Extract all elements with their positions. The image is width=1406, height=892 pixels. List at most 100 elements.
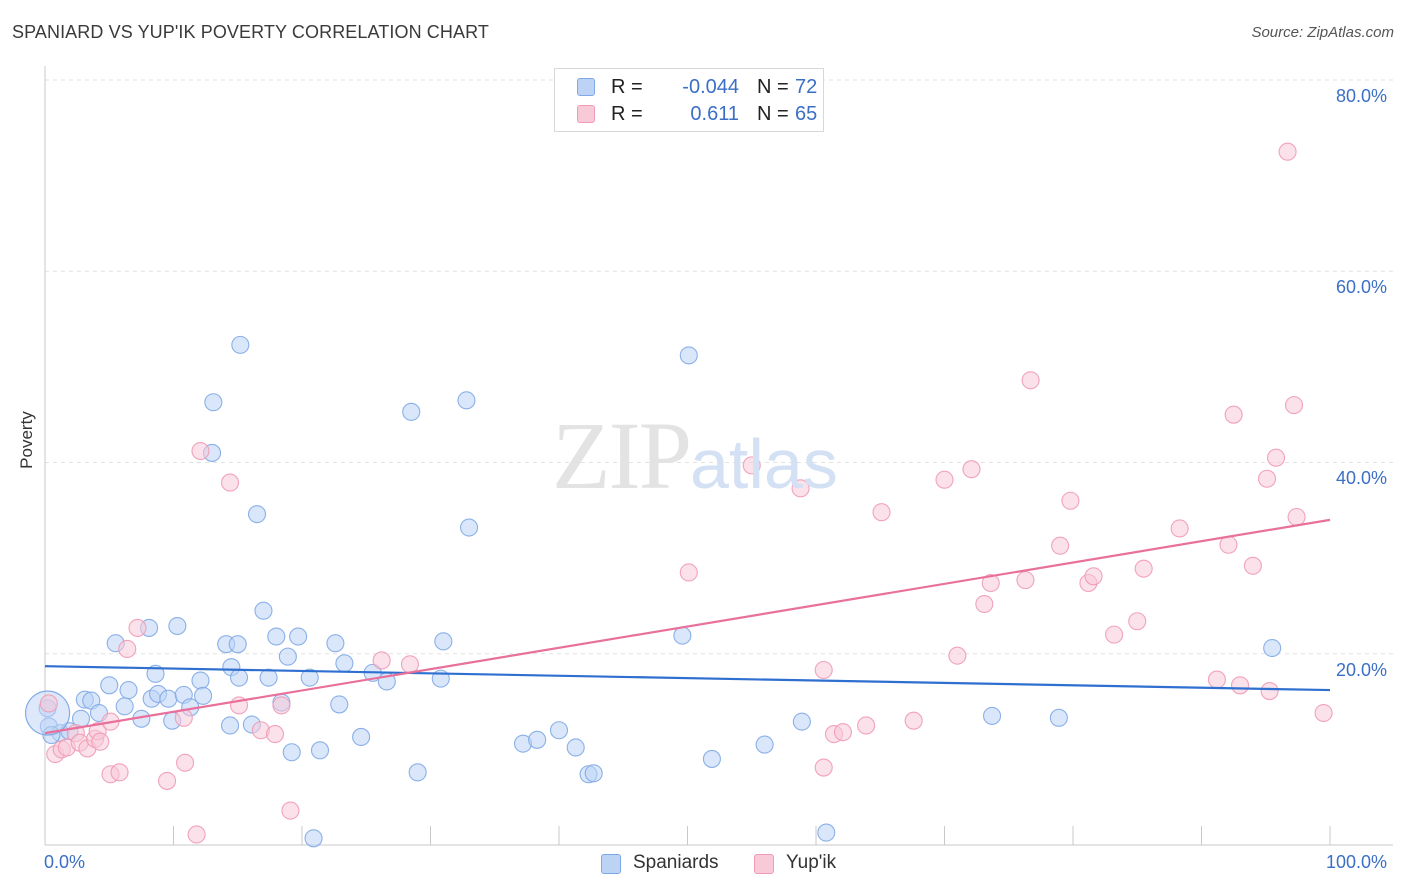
yupik-point <box>400 655 419 674</box>
spaniard-point <box>146 664 165 683</box>
yupik-point <box>128 618 147 637</box>
spaniard-point <box>673 626 692 645</box>
spaniard-point <box>231 335 250 354</box>
spaniard-point <box>528 730 547 749</box>
yupik-point <box>857 716 876 735</box>
yupik-point <box>191 441 210 461</box>
spaniard-point <box>982 706 1002 725</box>
yupik-point <box>1061 491 1080 510</box>
r-value: 0.611 <box>690 103 739 125</box>
spaniard-point <box>566 738 585 757</box>
watermark-atlas: atlas <box>690 425 838 503</box>
yupik-point <box>1314 703 1333 723</box>
yupik-point <box>1128 612 1147 631</box>
yupik-point <box>272 696 291 715</box>
spaniard-point <box>259 668 278 687</box>
r-value: -0.044 <box>682 76 739 98</box>
yupik-point <box>962 460 981 479</box>
spaniard-point <box>457 391 476 410</box>
spaniard-point <box>310 741 330 760</box>
spaniard-point <box>434 632 453 651</box>
spaniard-point <box>267 627 286 646</box>
spaniards-trend-line <box>44 665 1331 692</box>
r-label: R = <box>611 76 643 98</box>
yupik-point <box>281 801 300 820</box>
yupik-point <box>1287 507 1306 527</box>
spaniard-point <box>100 676 119 695</box>
n-label: N = <box>757 76 789 98</box>
watermark: ZIPatlas <box>552 400 838 511</box>
yupik-point <box>872 503 891 522</box>
yupik-point <box>187 825 206 844</box>
spaniard-point <box>755 735 774 754</box>
yupik-point <box>91 732 110 751</box>
spaniard-point <box>300 668 319 687</box>
spaniard-point <box>352 727 371 746</box>
spaniard-point <box>679 346 698 365</box>
spaniards-swatch <box>577 78 595 96</box>
spaniard-point <box>402 402 421 421</box>
spaniard-point <box>282 743 301 762</box>
yupik-point <box>1051 536 1070 555</box>
n-value: 72 <box>795 76 818 98</box>
spaniards-points <box>25 335 1282 848</box>
yupik-point <box>814 660 833 680</box>
yupik-swatch <box>577 105 595 123</box>
spaniard-point <box>115 697 134 716</box>
chart-title: SPANIARD VS YUP'IK POVERTY CORRELATION C… <box>12 22 489 42</box>
spaniard-point <box>289 627 308 646</box>
n-value: 65 <box>795 103 818 125</box>
yupik-point <box>1207 670 1226 689</box>
yupik-point <box>935 470 954 489</box>
yupik-point <box>1243 556 1262 575</box>
yupik-point <box>791 479 810 498</box>
spaniard-point <box>228 635 247 654</box>
y-tick-40: 40.0% <box>1336 468 1388 488</box>
yupik-point <box>742 456 761 475</box>
yupik-point <box>1260 681 1279 701</box>
yupik-point <box>1284 396 1304 415</box>
yupik-point <box>220 473 240 492</box>
y-tick-80: 80.0% <box>1336 86 1388 106</box>
yupik-point <box>372 651 391 670</box>
yupik-trend-line <box>44 518 1331 735</box>
yupik-point <box>1105 625 1124 644</box>
spaniard-point <box>304 829 323 848</box>
yupik-point <box>1257 469 1277 488</box>
watermark-zip: ZIP <box>552 402 692 509</box>
yupik-point <box>1231 676 1250 695</box>
spaniard-point <box>247 505 267 524</box>
spaniard-point <box>191 671 210 690</box>
yupik-legend-label: Yup'ik <box>786 852 837 873</box>
yupik-points <box>39 142 1333 844</box>
yupik-point <box>1021 371 1040 390</box>
spaniards-legend-swatch <box>601 854 621 874</box>
yupik-point <box>679 563 698 582</box>
spaniard-point <box>584 764 603 783</box>
y-tick-60: 60.0% <box>1336 277 1388 297</box>
spaniard-point <box>194 686 213 705</box>
n-label: N = <box>757 103 789 125</box>
spaniard-point <box>330 695 349 714</box>
yupik-point <box>1084 567 1103 586</box>
source-text: Source: ZipAtlas.com <box>1251 24 1394 41</box>
spaniard-point-cluster <box>25 690 71 736</box>
spaniard-point <box>792 712 811 731</box>
spaniard-point <box>159 689 178 708</box>
yupik-point <box>833 723 853 742</box>
spaniard-point <box>168 616 187 636</box>
spaniard-point <box>278 647 297 666</box>
yupik-point <box>39 694 58 713</box>
yupik-point <box>1224 405 1243 424</box>
r-label: R = <box>611 103 643 125</box>
x-tick-max: 100.0% <box>1326 852 1388 872</box>
spaniard-point <box>1049 708 1068 727</box>
yupik-point <box>904 711 923 730</box>
yupik-point <box>1016 571 1035 590</box>
spaniard-point <box>220 716 240 735</box>
correlation-legend: R = -0.044 N = 72 R = 0.611 N = 65 <box>554 68 824 132</box>
yupik-point <box>1134 559 1153 578</box>
yupik-point <box>110 763 129 782</box>
grid-lines <box>45 79 1393 655</box>
